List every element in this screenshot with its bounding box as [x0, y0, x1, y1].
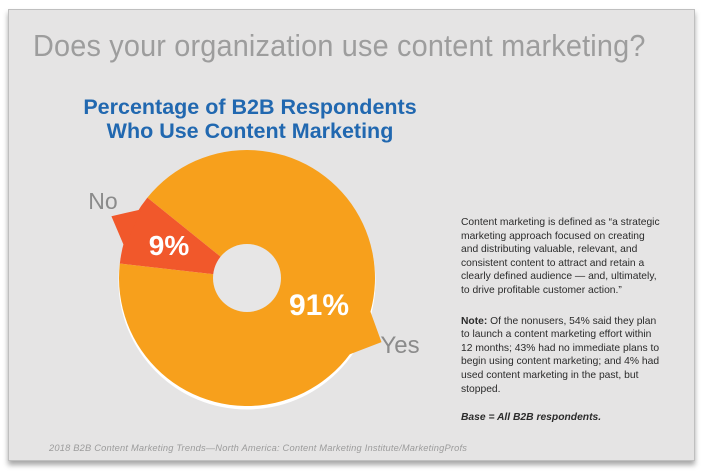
header-question: Does your organization use content marke…: [33, 28, 646, 63]
annotation-block: Content marketing is defined as “a strat…: [461, 216, 661, 425]
data-label-no-percent: 9%: [148, 230, 190, 261]
callout-tail-no: [111, 209, 142, 248]
chart-title: Percentage of B2B Respondents Who Use Co…: [47, 95, 453, 143]
callout-tail-yes: [346, 308, 382, 356]
pie-slice-no: [119, 197, 247, 278]
infographic-card: Does your organization use content marke…: [8, 9, 695, 461]
definition-paragraph: Content marketing is defined as “a strat…: [461, 217, 660, 296]
note-paragraph: Note: Of the nonusers, 54% said they pla…: [461, 315, 661, 397]
data-label-yes-percent: 91%: [288, 289, 350, 322]
chart-title-line1: Percentage of B2B Respondents: [83, 95, 417, 119]
note-text: Of the nonusers, 54% said they plan to l…: [461, 315, 660, 395]
source-citation: 2018 B2B Content Marketing Trends—North …: [49, 443, 468, 453]
note-label: Note:: [461, 315, 488, 327]
base-line: Base = All B2B respondents.: [461, 412, 602, 424]
slice-label-no: No: [88, 188, 118, 214]
chart-title-line2: Who Use Content Marketing: [106, 119, 394, 143]
slice-label-yes: Yes: [380, 332, 420, 359]
donut-chart: [111, 149, 382, 410]
donut-hole: [213, 244, 281, 312]
